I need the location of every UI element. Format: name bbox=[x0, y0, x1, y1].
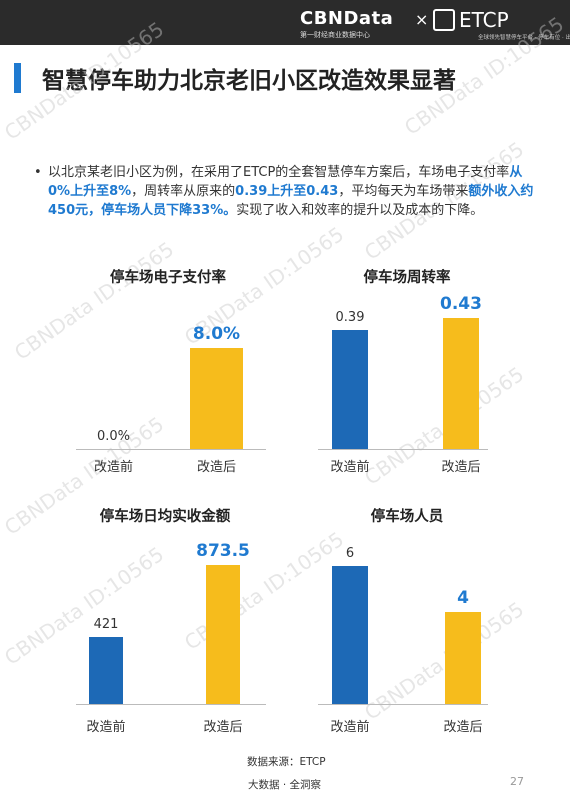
brand-tagline: 第一财经商业数据中心 bbox=[300, 31, 370, 39]
category-label: 改造前 bbox=[330, 720, 370, 735]
chart-bar bbox=[190, 348, 243, 449]
data-label: 873.5 bbox=[196, 541, 250, 561]
category-label: 改造后 bbox=[203, 720, 243, 735]
data-label: 0.43 bbox=[440, 294, 482, 314]
chart-title: 停车场日均实收金额 bbox=[99, 509, 231, 525]
partner-logo: ETCP bbox=[459, 8, 509, 32]
category-label: 改造后 bbox=[443, 720, 483, 735]
chart-baseline bbox=[76, 704, 266, 705]
data-label: 4 bbox=[457, 588, 469, 608]
partner-logo-icon bbox=[433, 9, 455, 31]
summary-text: 以北京某老旧小区为例，在采用了ETCP的全套智慧停车方案后，车场电子支付率 bbox=[48, 165, 510, 180]
category-label: 改造后 bbox=[196, 460, 237, 475]
chart-title: 停车场电子支付率 bbox=[110, 270, 226, 286]
footer-brand: 大数据 · 全洞察 bbox=[248, 779, 322, 791]
chart-title: 停车场人员 bbox=[370, 509, 444, 525]
chart-bar bbox=[206, 565, 240, 704]
chart-bar bbox=[332, 566, 368, 704]
category-label: 改造前 bbox=[93, 460, 134, 475]
summary-text: 实现了收入和效率的提升以及成本的下降。 bbox=[236, 203, 484, 218]
data-source: 数据来源：ETCP bbox=[247, 756, 326, 768]
page-number: 27 bbox=[510, 775, 524, 788]
data-label: 0.39 bbox=[335, 310, 365, 326]
category-label: 改造前 bbox=[86, 720, 126, 735]
data-label: 8.0% bbox=[192, 324, 241, 344]
chart-baseline bbox=[76, 449, 266, 450]
summary-highlight: 0.39上升至0.43 bbox=[235, 184, 339, 199]
summary-paragraph: • 以北京某老旧小区为例，在采用了ETCP的全套智慧停车方案后，车场电子支付率从… bbox=[34, 163, 534, 220]
chart-bar bbox=[332, 330, 368, 449]
data-label: 0.0% bbox=[96, 429, 131, 444]
header-bar: CBNData 第一财经商业数据中心 × ETCP 全球领先智慧停车平台 · 停… bbox=[0, 0, 570, 45]
summary-highlight: 从0%上升至8% bbox=[48, 165, 523, 199]
chart-bar bbox=[443, 318, 479, 449]
page-title: 智慧停车助力北京老旧小区改造效果显著 bbox=[42, 68, 456, 94]
data-label: 421 bbox=[93, 617, 119, 632]
chart-bar bbox=[445, 612, 481, 704]
data-label: 6 bbox=[345, 546, 355, 561]
category-label: 改造前 bbox=[330, 460, 370, 475]
chart-baseline bbox=[318, 704, 488, 705]
summary-highlight: 额外收入约450元，停车场人员下降33%。 bbox=[48, 184, 534, 218]
watermark: CBNData ID:10565 bbox=[0, 541, 169, 670]
collab-separator: × bbox=[415, 10, 429, 29]
bullet-marker: • bbox=[34, 165, 42, 180]
summary-text: ，平均每天为车场带来 bbox=[338, 184, 469, 199]
partner-tagline: 全球领先智慧停车平台 · 停车有位 · 出行无忧 bbox=[478, 35, 570, 41]
watermark: CBNData ID:10565 bbox=[10, 236, 179, 365]
title-accent-bar bbox=[14, 63, 21, 93]
chart-title: 停车场周转率 bbox=[363, 270, 451, 286]
chart-baseline bbox=[318, 449, 488, 450]
brand-logo: CBNData bbox=[300, 8, 394, 29]
category-label: 改造后 bbox=[441, 460, 481, 475]
chart-bar bbox=[89, 637, 123, 704]
summary-text: ，周转率从原来的 bbox=[131, 184, 236, 199]
